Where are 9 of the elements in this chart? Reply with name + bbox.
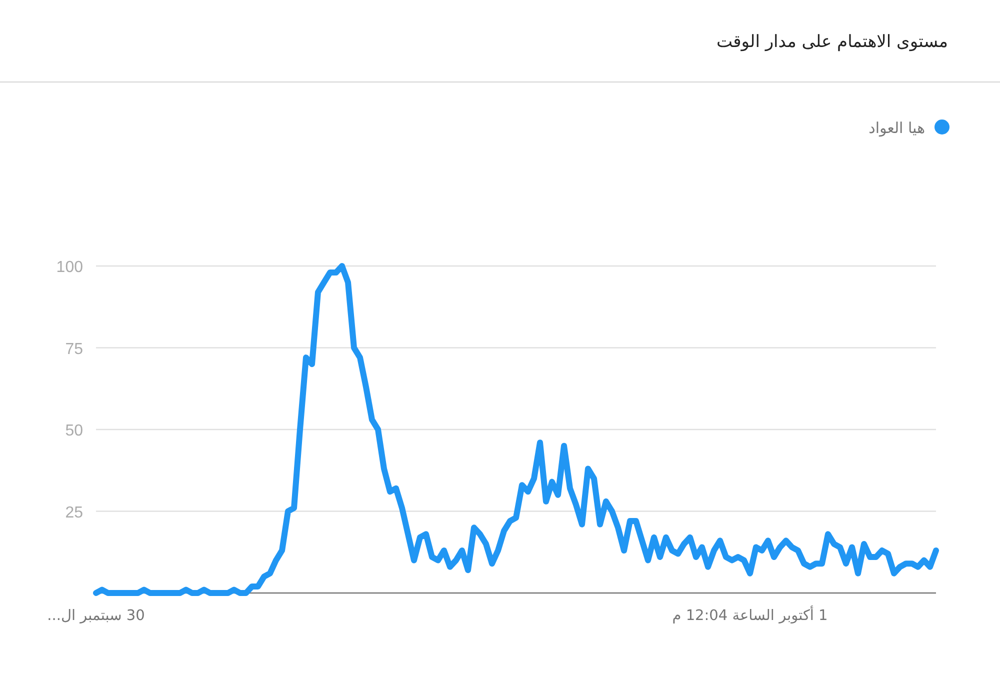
y-tick-label: 100 bbox=[56, 259, 84, 276]
x-tick-label: 1 أكتوبر الساعة 12:04 م bbox=[672, 605, 828, 624]
x-tick-label: 30 سبتمبر ال... bbox=[47, 608, 145, 624]
chart-title: مستوى الاهتمام على مدار الوقت bbox=[716, 32, 948, 52]
y-tick-label: 25 bbox=[65, 504, 84, 522]
legend-label: هيا العواد bbox=[868, 119, 926, 137]
legend: هيا العواد bbox=[868, 119, 950, 137]
y-tick-label: 75 bbox=[65, 340, 84, 358]
y-tick-label: 50 bbox=[65, 422, 84, 440]
